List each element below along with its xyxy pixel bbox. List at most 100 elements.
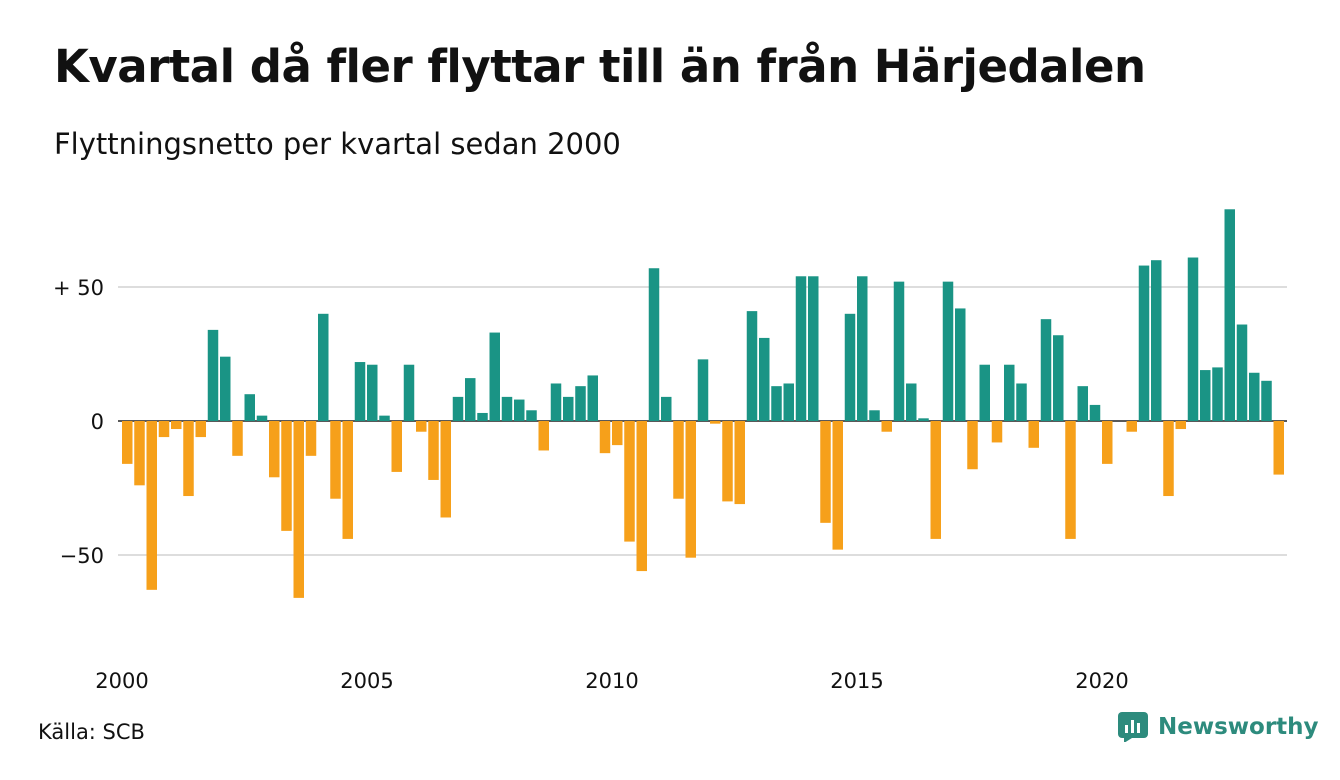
bar-2007-k1 xyxy=(465,378,476,421)
bar-2022-k1 xyxy=(1200,370,1211,421)
y-axis-ticks: + 50 0 −50 xyxy=(53,276,104,568)
x-axis-ticks: 2000 2005 2010 2015 2020 xyxy=(95,669,1128,693)
bar-2010-k2 xyxy=(624,421,635,542)
bar-2000-k4 xyxy=(158,421,170,438)
bar-2020-k1 xyxy=(1102,421,1113,464)
bar-2012-k1 xyxy=(710,421,721,424)
bar-2012-k4 xyxy=(746,311,758,421)
bar-2019-k3 xyxy=(1077,386,1088,421)
y-tick-label: 0 xyxy=(91,410,104,434)
bar-2018-k1 xyxy=(1004,364,1015,421)
bar-2010-k4 xyxy=(648,268,660,421)
bar-2015-k3 xyxy=(881,421,892,432)
bar-2009-k3 xyxy=(587,375,598,421)
bar-2004-k3 xyxy=(342,421,353,539)
source-note: Källa: SCB xyxy=(38,720,145,744)
bar-2022-k3 xyxy=(1224,209,1235,421)
bar-2012-k3 xyxy=(734,421,745,505)
y-tick-label: + 50 xyxy=(53,276,104,300)
y-tick-label: −50 xyxy=(60,544,104,568)
bar-2005-k4 xyxy=(403,364,415,421)
bar-2007-k3 xyxy=(489,332,500,421)
bar-2014-k4 xyxy=(844,313,856,421)
bar-2019-k2 xyxy=(1065,421,1076,539)
bar-2017-k3 xyxy=(979,364,990,421)
bar-2000-k1 xyxy=(122,421,133,464)
bar-2009-k4 xyxy=(599,421,611,454)
x-tick-label: 2015 xyxy=(830,669,883,693)
bar-2005-k1 xyxy=(367,364,378,421)
bar-2003-k2 xyxy=(281,421,292,531)
bar-2000-k3 xyxy=(146,421,157,590)
bar-2010-k1 xyxy=(612,421,623,446)
bar-2014-k2 xyxy=(820,421,831,523)
bar-2009-k2 xyxy=(575,386,586,421)
bar-2016-k4 xyxy=(942,281,954,421)
bar-2002-k4 xyxy=(256,415,268,421)
x-tick-label: 2005 xyxy=(340,669,393,693)
bar-2006-k2 xyxy=(428,421,439,480)
bar-2008-k3 xyxy=(538,421,549,451)
bar-2016-k1 xyxy=(906,383,917,421)
bar-2019-k4 xyxy=(1089,404,1101,421)
bar-2008-k2 xyxy=(526,410,537,421)
bars xyxy=(122,209,1284,598)
bar-2008-k4 xyxy=(550,383,562,421)
bar-2015-k1 xyxy=(857,276,868,421)
bar-2002-k1 xyxy=(220,356,231,421)
bar-2012-k2 xyxy=(722,421,733,502)
bar-2020-k4 xyxy=(1138,265,1150,421)
bar-2013-k1 xyxy=(759,337,770,421)
bar-2005-k2 xyxy=(379,415,390,421)
bar-2015-k2 xyxy=(869,410,880,421)
chart-title: Kvartal då fler flyttar till än från Här… xyxy=(54,40,1146,93)
bar-2018-k4 xyxy=(1040,319,1052,421)
bar-2013-k4 xyxy=(795,276,807,421)
bar-2003-k3 xyxy=(293,421,304,598)
bar-2001-k4 xyxy=(207,329,219,421)
bar-2018-k2 xyxy=(1016,383,1027,421)
bar-2023-k1 xyxy=(1249,372,1260,421)
bar-2021-k2 xyxy=(1163,421,1174,497)
bar-2002-k3 xyxy=(244,394,255,421)
bar-2014-k1 xyxy=(808,276,819,421)
bar-2008-k1 xyxy=(514,399,525,421)
bar-2017-k1 xyxy=(955,308,966,421)
bar-2023-k3 xyxy=(1273,421,1284,475)
bar-2019-k1 xyxy=(1053,335,1064,421)
bar-2004-k1 xyxy=(318,313,329,421)
bar-2011-k3 xyxy=(685,421,696,558)
x-tick-label: 2010 xyxy=(585,669,638,693)
bar-2023-k2 xyxy=(1261,380,1272,421)
bar-2006-k3 xyxy=(440,421,451,518)
bar-2007-k4 xyxy=(501,396,513,421)
bar-2001-k2 xyxy=(183,421,194,497)
bar-2003-k1 xyxy=(269,421,280,478)
bar-2002-k2 xyxy=(232,421,243,456)
x-tick-label: 2020 xyxy=(1075,669,1128,693)
bar-2020-k3 xyxy=(1126,421,1137,432)
bar-2004-k2 xyxy=(330,421,341,499)
bar-2017-k2 xyxy=(967,421,978,470)
bar-2005-k3 xyxy=(391,421,402,472)
bar-2016-k3 xyxy=(930,421,941,539)
bar-2000-k2 xyxy=(134,421,145,486)
x-tick-label: 2000 xyxy=(95,669,148,693)
bar-2006-k1 xyxy=(416,421,427,432)
bar-2001-k1 xyxy=(171,421,182,430)
bar-2018-k3 xyxy=(1028,421,1039,448)
bar-2004-k4 xyxy=(354,362,366,421)
bar-2011-k4 xyxy=(697,359,709,421)
bar-2021-k4 xyxy=(1187,257,1199,421)
bar-2021-k3 xyxy=(1175,421,1186,430)
bar-2016-k2 xyxy=(918,418,929,421)
bar-2017-k4 xyxy=(991,421,1003,443)
bar-2001-k3 xyxy=(195,421,206,438)
bar-2022-k4 xyxy=(1236,324,1248,421)
bar-2003-k4 xyxy=(305,421,317,456)
newsworthy-logo: Newsworthy xyxy=(1118,712,1319,742)
bar-2011-k2 xyxy=(673,421,684,499)
bar-2010-k3 xyxy=(636,421,647,572)
bar-2011-k1 xyxy=(661,396,672,421)
